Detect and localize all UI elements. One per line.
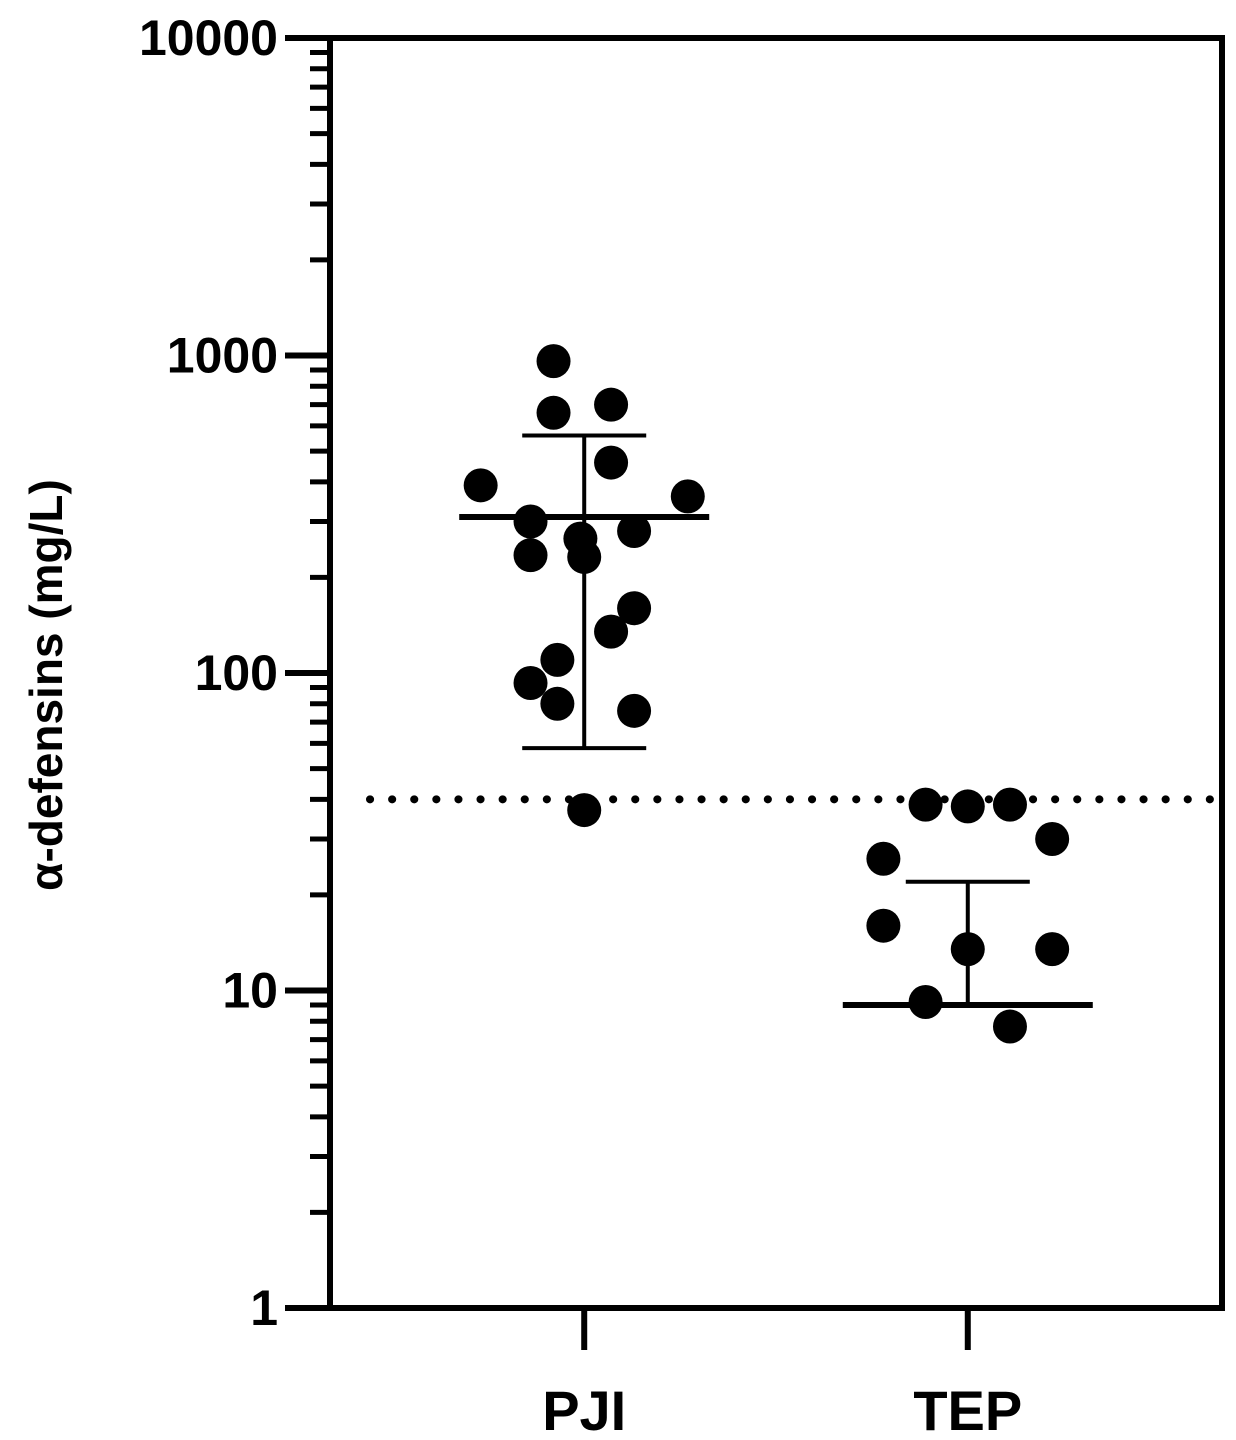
data-point [617,693,652,728]
group-tep [842,787,1093,1044]
data-point [617,514,652,549]
y-tick-label: 100 [195,645,278,701]
data-point [1035,822,1070,857]
data-point [536,395,571,430]
data-point [513,666,548,701]
data-point [463,468,498,503]
x-axis-ticks [581,1308,971,1350]
x-category-label: PJI [542,1379,626,1440]
data-point [594,614,629,649]
y-axis-minor-ticks [310,50,330,1215]
y-tick-label: 10000 [139,10,278,66]
data-point [908,984,943,1019]
y-axis-major-ticks [285,35,330,1311]
group-pji [459,344,710,828]
data-point [866,841,901,876]
data-point [594,387,629,422]
data-point [950,789,985,824]
data-point [992,1009,1027,1044]
data-point [567,793,602,828]
data-point [513,504,548,539]
x-category-label: TEP [913,1379,1022,1440]
data-point [670,479,705,514]
y-axis-title: α-defensins (mg/L) [20,479,72,891]
y-tick-label: 10 [222,963,278,1019]
data-point [1035,932,1070,967]
y-tick-label: 1000 [167,328,278,384]
y-tick-label: 1 [250,1280,278,1336]
x-axis-category-labels: PJI TEP [542,1379,1022,1440]
data-point [908,787,943,822]
data-point [992,787,1027,822]
plot-frame [327,35,1225,1311]
data-point [540,642,575,677]
data-point [536,344,571,379]
data-groups [459,344,1093,1044]
data-point [617,591,652,626]
data-point [866,908,901,943]
data-point [540,686,575,721]
y-axis-tick-labels: 1 10 100 1000 10000 [139,10,278,1336]
data-point [513,538,548,573]
data-point [594,445,629,480]
